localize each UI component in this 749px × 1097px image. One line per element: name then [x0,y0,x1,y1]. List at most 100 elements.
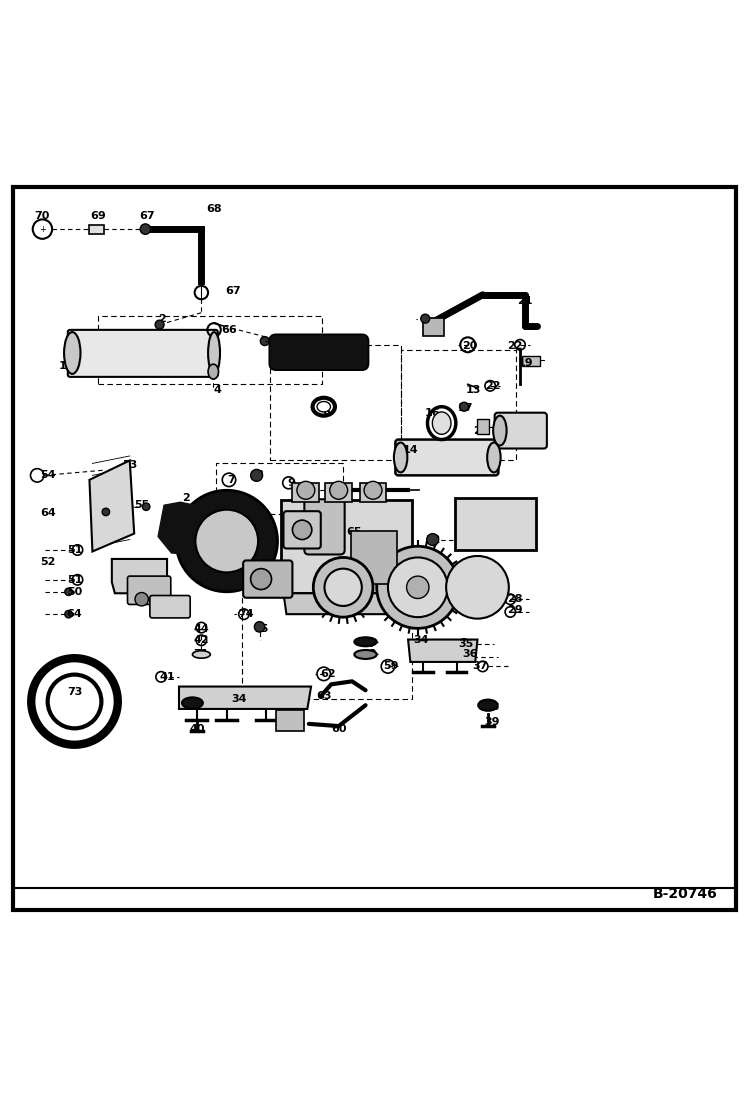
Bar [360,483,386,502]
Bar [351,531,397,585]
Circle shape [330,482,348,499]
Text: 68: 68 [206,204,222,214]
Text: 17: 17 [458,404,473,414]
Text: 11: 11 [283,527,299,538]
Text: 15: 15 [432,415,448,426]
Text: 56: 56 [175,516,189,525]
Circle shape [297,482,315,499]
Ellipse shape [354,637,377,646]
Text: 5: 5 [339,338,347,348]
Text: 73: 73 [67,687,82,697]
Text: 21: 21 [518,296,533,306]
Text: 35: 35 [458,640,473,649]
Ellipse shape [317,402,330,412]
Circle shape [65,610,73,618]
Text: 75: 75 [253,624,269,634]
Circle shape [407,576,429,599]
Text: 41: 41 [160,671,175,682]
Text: 8: 8 [255,471,263,480]
Circle shape [313,557,373,618]
Bar [401,350,516,461]
Text: 40: 40 [189,724,204,734]
Text: 61: 61 [291,716,306,726]
Circle shape [195,510,258,573]
Text: 12: 12 [306,508,321,518]
Bar [270,344,401,461]
Text: 48: 48 [145,567,160,577]
Text: 67: 67 [139,212,155,222]
Text: 62: 62 [321,669,336,679]
Circle shape [460,403,469,411]
Text: 9: 9 [287,478,295,488]
Circle shape [135,592,148,606]
Bar [216,463,343,514]
Text: 13: 13 [465,385,481,395]
FancyBboxPatch shape [304,499,345,554]
Text: 33: 33 [410,559,425,570]
Ellipse shape [354,651,377,659]
Circle shape [155,320,164,329]
Circle shape [427,533,439,545]
Text: 23: 23 [525,418,540,428]
Text: 37: 37 [473,661,488,671]
Text: 29: 29 [507,604,523,614]
Text: 53: 53 [122,460,137,470]
Text: 27: 27 [473,583,488,592]
Text: 64: 64 [67,609,82,619]
Bar [455,498,536,550]
Bar [281,500,412,593]
Text: 42: 42 [193,634,209,645]
Text: 2: 2 [305,485,312,495]
Text: 38: 38 [485,702,500,712]
Circle shape [302,487,309,494]
Circle shape [65,588,73,596]
Text: 54: 54 [40,471,55,480]
Text: 67: 67 [225,286,240,296]
Text: +: + [39,225,46,234]
Circle shape [176,490,277,591]
Text: 66: 66 [221,325,237,335]
Text: 19: 19 [518,359,533,369]
Bar [325,483,352,502]
Text: 60: 60 [331,724,347,734]
Text: 45: 45 [160,609,175,619]
Text: 64: 64 [40,508,55,518]
Bar [276,711,304,732]
Circle shape [324,568,362,606]
Polygon shape [283,593,413,614]
Text: 51: 51 [67,575,82,585]
Circle shape [388,557,448,618]
Polygon shape [158,502,212,554]
Circle shape [140,224,151,235]
Text: 25: 25 [515,426,530,436]
Circle shape [421,314,430,324]
Text: 36: 36 [462,649,478,659]
Text: 7: 7 [228,475,235,485]
Bar [98,316,322,384]
Text: 63: 63 [316,691,332,701]
Text: B-20746: B-20746 [653,886,718,901]
Ellipse shape [208,332,220,374]
Text: 16: 16 [425,408,440,418]
FancyBboxPatch shape [395,440,498,475]
Circle shape [255,622,265,632]
Text: 1: 1 [58,361,67,371]
Polygon shape [89,461,134,552]
Text: 31: 31 [413,590,428,600]
Text: 38: 38 [187,699,201,709]
Text: 10: 10 [326,485,341,495]
Circle shape [292,520,312,540]
FancyBboxPatch shape [494,412,547,449]
Bar [88,225,103,234]
Text: 26: 26 [470,522,485,533]
Ellipse shape [394,442,407,473]
Text: 22: 22 [485,381,500,391]
Text: 6: 6 [322,407,330,417]
Bar [292,483,319,502]
Text: 70: 70 [34,212,50,222]
Circle shape [261,337,270,346]
Ellipse shape [208,364,219,380]
Text: 20: 20 [462,340,478,351]
Text: 14: 14 [402,445,418,455]
Text: 22: 22 [507,340,523,351]
